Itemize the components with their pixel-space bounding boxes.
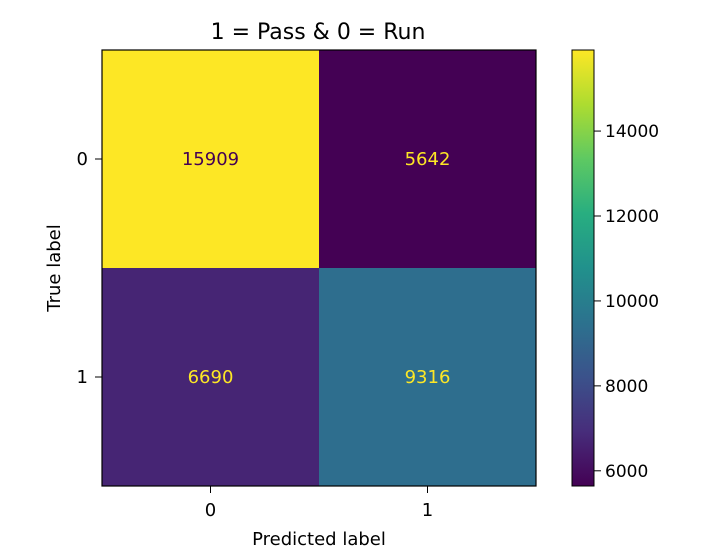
- cell-value-label: 5642: [405, 149, 451, 170]
- colorbar-tick-label: 10000: [605, 292, 659, 312]
- colorbar-tick-label: 12000: [605, 207, 659, 227]
- cell-value-label: 15909: [182, 149, 239, 170]
- heatmap-cell: [102, 268, 319, 486]
- x-axis-label: Predicted label: [252, 529, 386, 550]
- y-tick-label: 1: [77, 367, 88, 388]
- colorbar-tick-label: 6000: [605, 462, 648, 482]
- heatmap-cell: [319, 50, 536, 268]
- y-tick-label: 0: [77, 149, 88, 170]
- heatmap-cell: [319, 268, 536, 486]
- cell-value-label: 9316: [405, 367, 451, 388]
- colorbar: [571, 49, 595, 487]
- cell-value-label: 6690: [188, 367, 234, 388]
- colorbar-tick-label: 14000: [605, 122, 659, 142]
- colorbar-ticks: 6000 8000 10000 12000 14000: [594, 122, 659, 482]
- colorbar-tick-label: 8000: [605, 377, 648, 397]
- heatmap-cell-labels: 15909 5642 6690 9316: [182, 149, 451, 388]
- x-tick-label: 1: [422, 500, 433, 521]
- heatmap-cell: [102, 50, 319, 268]
- heatmap-cells: [102, 50, 536, 486]
- chart-title: 1 = Pass & 0 = Run: [211, 20, 426, 45]
- plot-frame: [101, 49, 537, 487]
- x-tick-label: 0: [205, 500, 216, 521]
- y-axis-label: True label: [44, 224, 65, 313]
- y-axis-ticks: 01: [77, 149, 102, 388]
